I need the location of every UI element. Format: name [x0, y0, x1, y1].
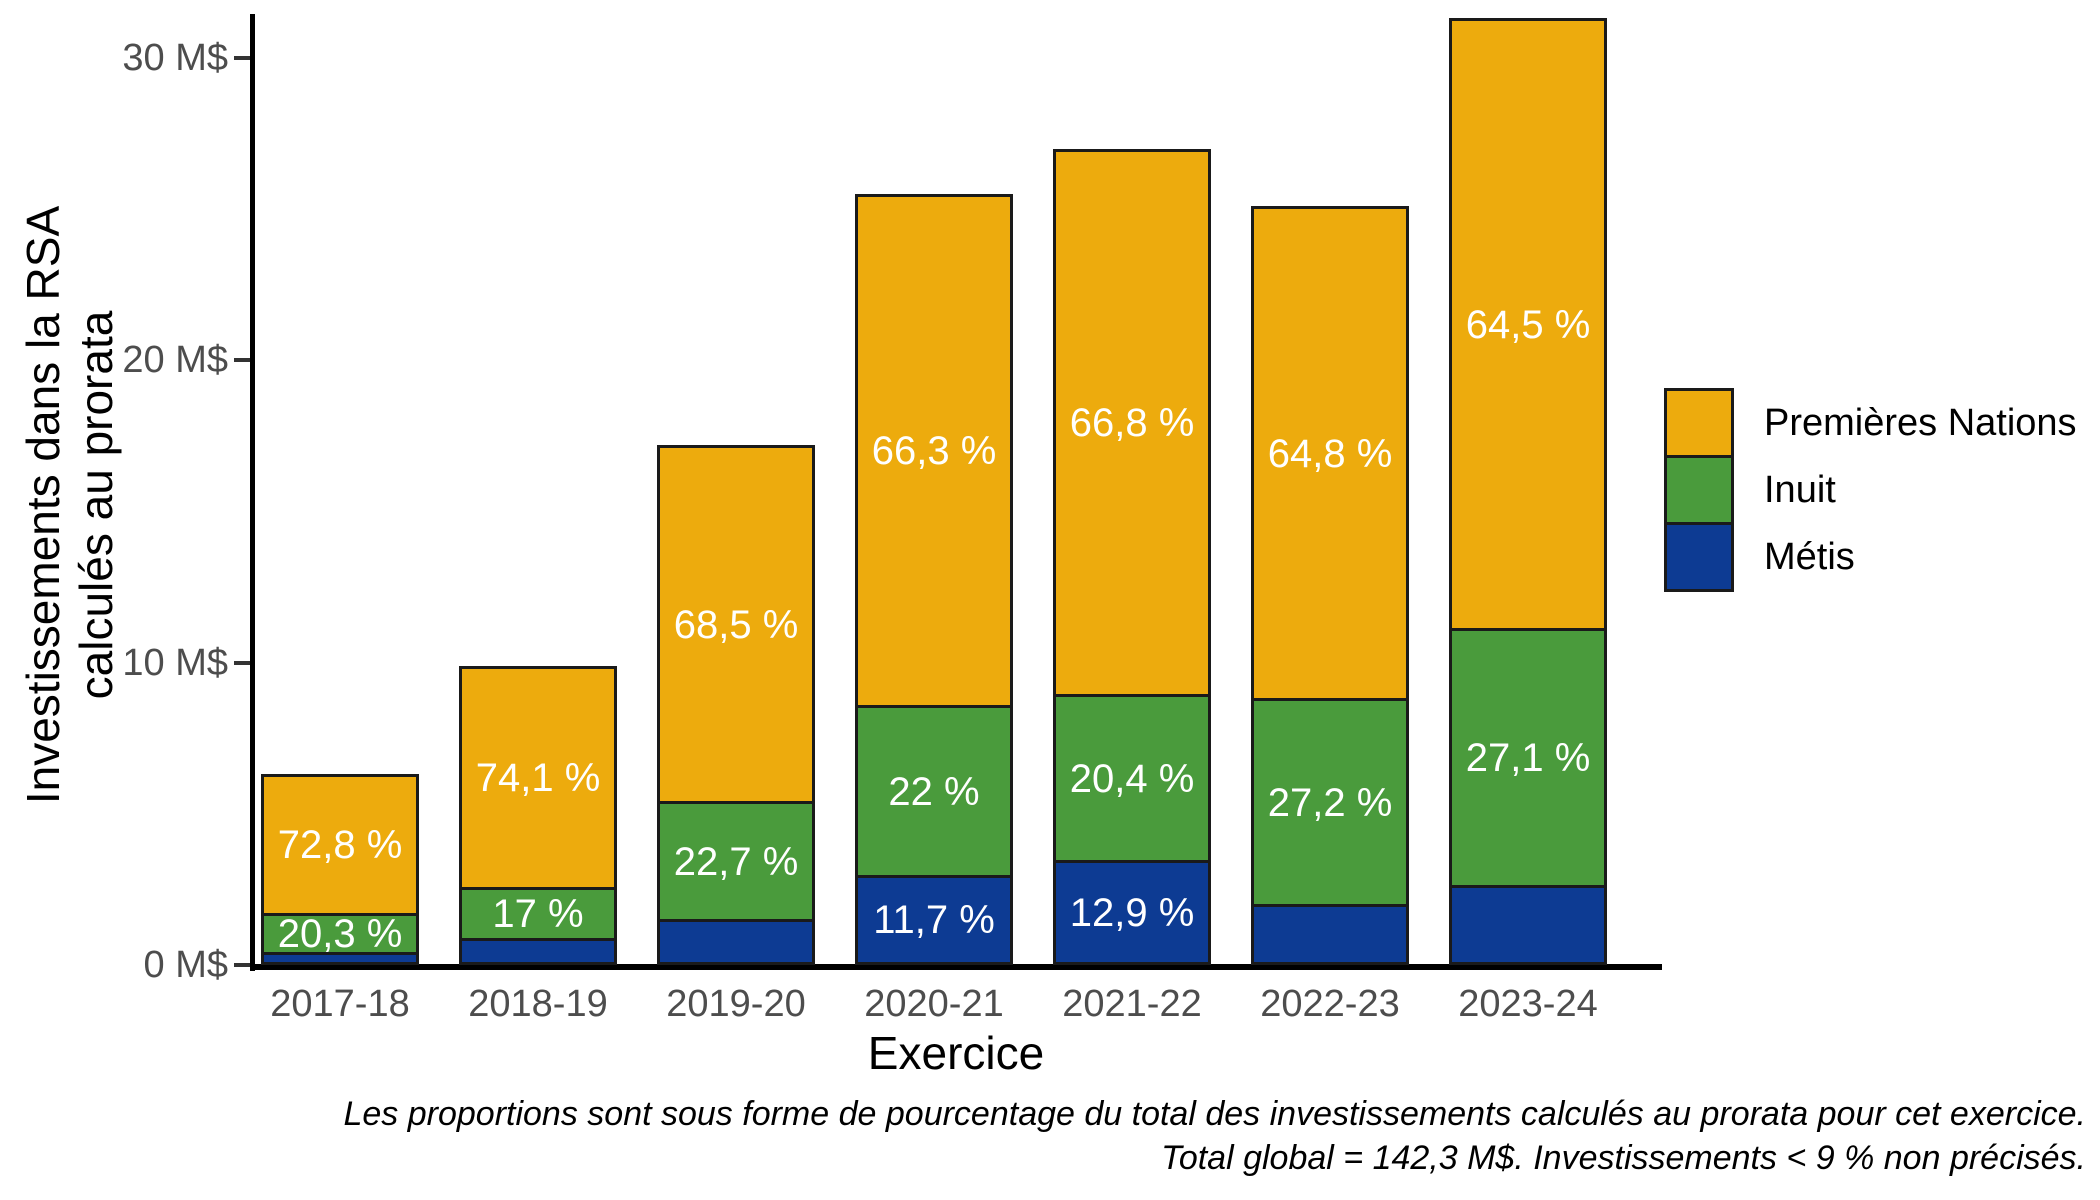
bar-segment-Inuit-2020-21: 22 % [855, 705, 1013, 875]
x-tick-label-2019-20: 2019-20 [666, 983, 806, 1025]
bar-segment-Métis-2023-24 [1449, 885, 1607, 965]
bar-segment-Métis-2017-18 [261, 952, 419, 965]
y-tick-label-20: 20 M$ [122, 339, 228, 382]
bar-segment-label: 22 % [888, 769, 980, 814]
bar-segment-Inuit-2018-19: 17 % [459, 887, 617, 938]
legend-label: Métis [1764, 535, 1855, 578]
y-tick-mark-10 [234, 660, 250, 665]
bar-2018-19: 74,1 % 17 % [459, 666, 617, 965]
y-axis-title: Investissements dans la RSA calculés au … [17, 206, 123, 804]
caption-line1: Les proportions sont sous forme de pourc… [343, 1095, 2086, 1133]
x-tick-label-2018-19: 2018-19 [468, 983, 608, 1025]
legend-label: Premières Nations [1764, 401, 2077, 444]
caption-line2: Total global = 142,3 M$. Investissements… [1161, 1139, 2086, 1177]
x-axis-title: Exercice [867, 1027, 1045, 1079]
legend-item-Premières Nations: Premières Nations [1664, 388, 2077, 458]
x-tick-label-2022-23: 2022-23 [1260, 983, 1400, 1025]
x-tick-label-2017-18: 2017-18 [270, 983, 410, 1025]
legend-key-swatch [1664, 522, 1734, 592]
bar-segment-label: 66,8 % [1069, 401, 1195, 445]
y-tick-label-30: 30 M$ [122, 36, 228, 79]
y-axis-line [250, 14, 255, 971]
bar-2020-21: 66,3 % 22 % 11,7 % [855, 194, 1013, 965]
bar-segment-Inuit-2017-18: 20,3 % [261, 912, 419, 956]
bar-segment-Premières Nations-2017-18: 72,8 % [261, 774, 419, 913]
x-tick-label-2020-21: 2020-21 [864, 983, 1004, 1025]
bar-segment-Inuit-2019-20: 22,7 % [657, 801, 815, 919]
bar-segment-label: 11,7 % [873, 898, 995, 942]
bar-segment-label: 64,8 % [1267, 431, 1393, 476]
bar-2017-18: 72,8 % 20,3 % [261, 774, 419, 965]
bar-segment-label: 74,1 % [475, 756, 601, 800]
bar-segment-Premières Nations-2023-24: 64,5 % [1449, 18, 1607, 628]
bar-segment-Premières Nations-2021-22: 66,8 % [1053, 149, 1211, 694]
bar-segment-Inuit-2023-24: 27,1 % [1449, 628, 1607, 885]
bar-segment-label: 17 % [492, 892, 584, 936]
bar-segment-label: 20,3 % [277, 912, 403, 956]
caption: Les proportions sont sous forme de pourc… [343, 1092, 2086, 1180]
legend-key-swatch [1664, 455, 1734, 525]
legend: Premières Nations Inuit Métis [1664, 388, 2077, 592]
bar-segment-label: 72,8 % [277, 823, 403, 867]
y-tick-mark-0 [234, 963, 250, 967]
bar-segment-Premières Nations-2020-21: 66,3 % [855, 194, 1013, 705]
x-tick-label-2021-22: 2021-22 [1062, 983, 1202, 1025]
bar-2021-22: 66,8 % 20,4 % 12,9 % [1053, 149, 1211, 965]
bar-segment-Premières Nations-2019-20: 68,5 % [657, 445, 815, 801]
bar-2022-23: 64,8 % 27,2 % [1251, 206, 1409, 965]
bar-segment-label: 27,2 % [1267, 780, 1393, 825]
legend-label: Inuit [1764, 468, 1836, 511]
bar-segment-label: 27,1 % [1465, 736, 1591, 780]
y-tick-mark-30 [234, 55, 250, 60]
y-tick-mark-20 [234, 358, 250, 363]
bar-segment-label: 12,9 % [1069, 890, 1195, 935]
bar-segment-label: 66,3 % [871, 429, 997, 473]
bar-2019-20: 68,5 % 22,7 % [657, 445, 815, 965]
bar-segment-Premières Nations-2022-23: 64,8 % [1251, 206, 1409, 698]
bar-segment-Premières Nations-2018-19: 74,1 % [459, 666, 617, 887]
bar-segment-Métis-2020-21: 11,7 % [855, 875, 1013, 965]
bar-segment-Métis-2018-19 [459, 938, 617, 965]
bar-segment-Inuit-2021-22: 20,4 % [1053, 694, 1211, 860]
bar-segment-label: 64,5 % [1465, 302, 1591, 347]
bar-segment-Métis-2021-22: 12,9 % [1053, 860, 1211, 965]
y-tick-label-10: 10 M$ [122, 641, 228, 684]
bar-segment-Métis-2022-23 [1251, 904, 1409, 965]
x-tick-label-2023-24: 2023-24 [1458, 983, 1598, 1025]
legend-item-Inuit: Inuit [1664, 455, 2077, 525]
x-axis-line [250, 964, 1662, 970]
legend-item-Métis: Métis [1664, 522, 2077, 592]
bar-segment-Métis-2019-20 [657, 919, 815, 965]
bar-segment-label: 68,5 % [673, 602, 799, 647]
legend-key-swatch [1664, 388, 1734, 458]
bar-segment-Inuit-2022-23: 27,2 % [1251, 698, 1409, 904]
y-tick-label-0: 0 M$ [143, 944, 228, 986]
bar-segment-label: 20,4 % [1069, 756, 1195, 801]
bar-segment-label: 22,7 % [673, 839, 799, 884]
bar-2023-24: 64,5 % 27,1 % [1449, 18, 1607, 965]
y-axis-title-line2: calculés au prorata [70, 310, 122, 700]
y-axis-title-line1: Investissements dans la RSA [17, 205, 69, 805]
